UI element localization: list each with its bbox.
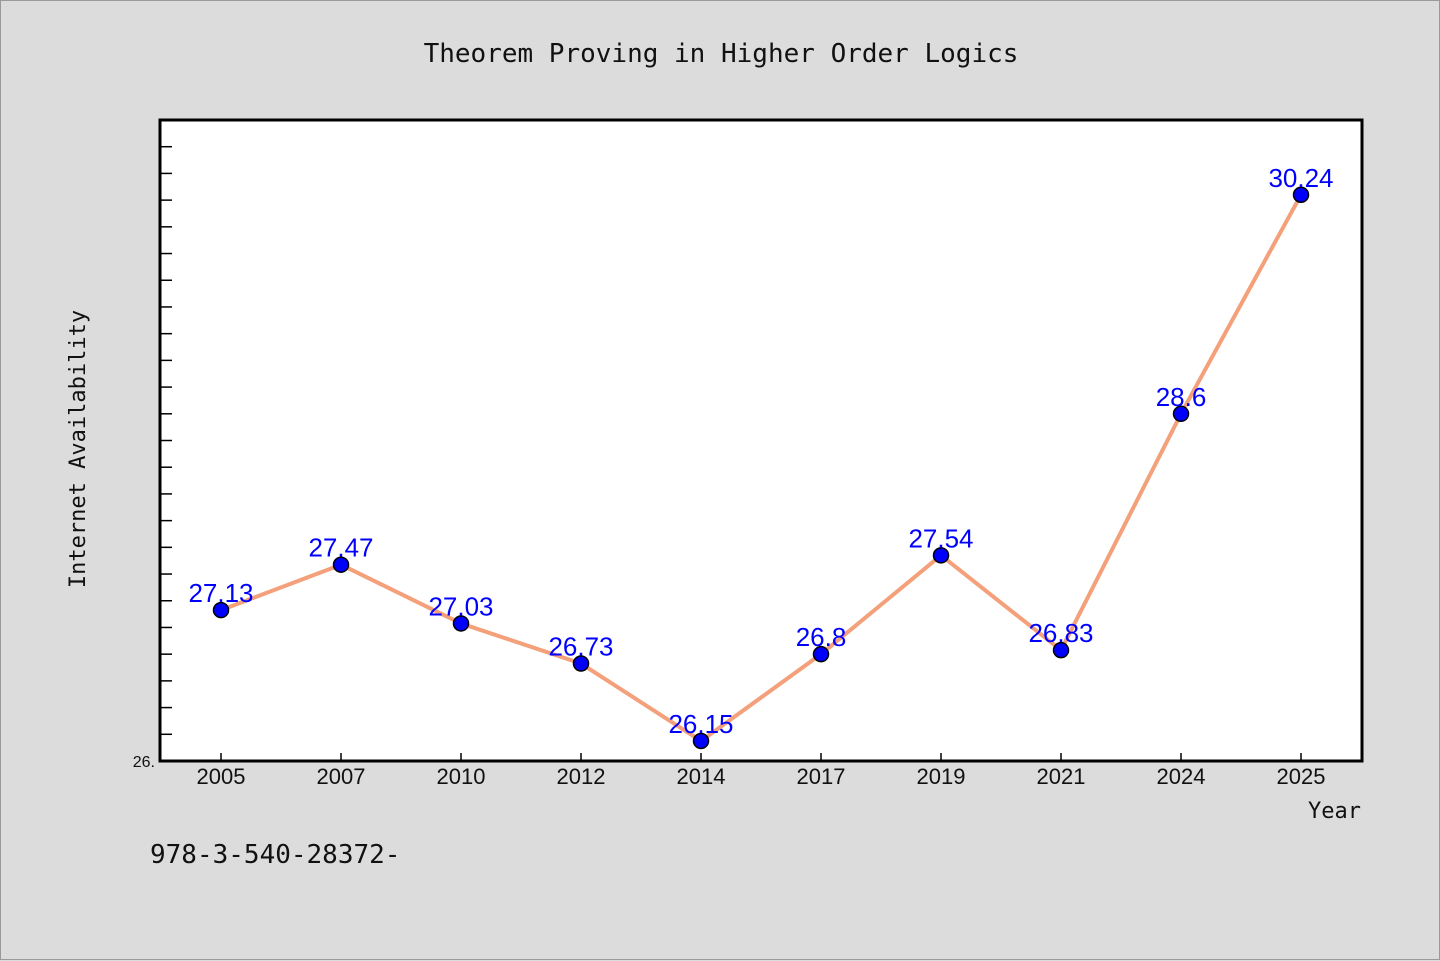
x-tick-label: 2014 (677, 764, 726, 789)
x-tick-label: 2025 (1277, 764, 1326, 789)
y-axis-label: Internet Availability (66, 310, 91, 588)
x-tick-label: 2024 (1157, 764, 1206, 789)
plot-area (158, 118, 1364, 763)
data-point (452, 615, 470, 632)
x-tick-label: 2010 (437, 764, 486, 789)
chart-title: Theorem Proving in Higher Order Logics (424, 39, 1019, 69)
data-point (692, 732, 710, 750)
data-label: 26.83 (1028, 618, 1093, 648)
y-axis-min-label: 26. (133, 754, 155, 771)
data-label: 26.8 (796, 622, 847, 652)
data-label: 30.24 (1268, 163, 1333, 193)
data-point (932, 547, 950, 564)
data-point (332, 556, 350, 573)
data-label: 27.47 (308, 533, 373, 563)
data-label: 28.6 (1156, 382, 1207, 412)
x-axis-tick-labels: 2005 2007 2010 2012 2014 2017 2019 2021 2024 2025 (197, 764, 1326, 789)
data-point (812, 645, 830, 663)
data-label: 26.15 (668, 709, 733, 739)
data-point (572, 655, 590, 672)
footer-text: 978-3-540-28372- (150, 840, 400, 870)
x-tick-label: 2019 (917, 764, 966, 789)
x-tick-label: 2021 (1037, 764, 1086, 789)
data-point (1052, 641, 1070, 659)
data-label: 27.03 (428, 591, 493, 621)
x-tick-label: 2017 (797, 764, 846, 789)
series-line (220, 193, 1303, 743)
x-tick-label: 2012 (557, 764, 606, 789)
data-label: 27.13 (188, 578, 253, 608)
x-axis-label: Year (1308, 799, 1361, 824)
data-point (1172, 405, 1190, 423)
data-point (212, 601, 230, 619)
data-point (1292, 186, 1310, 204)
x-tick-label: 2007 (317, 764, 366, 789)
data-label: 27.54 (908, 523, 973, 553)
y-axis-ticks (160, 145, 172, 736)
data-label: 26.73 (548, 632, 613, 662)
x-tick-label: 2005 (197, 764, 246, 789)
x-axis-ticks (220, 753, 1302, 761)
series-group: 27.13 27.47 27.03 26.73 26.15 26.8 27.54 26.83 2… (188, 163, 1334, 750)
